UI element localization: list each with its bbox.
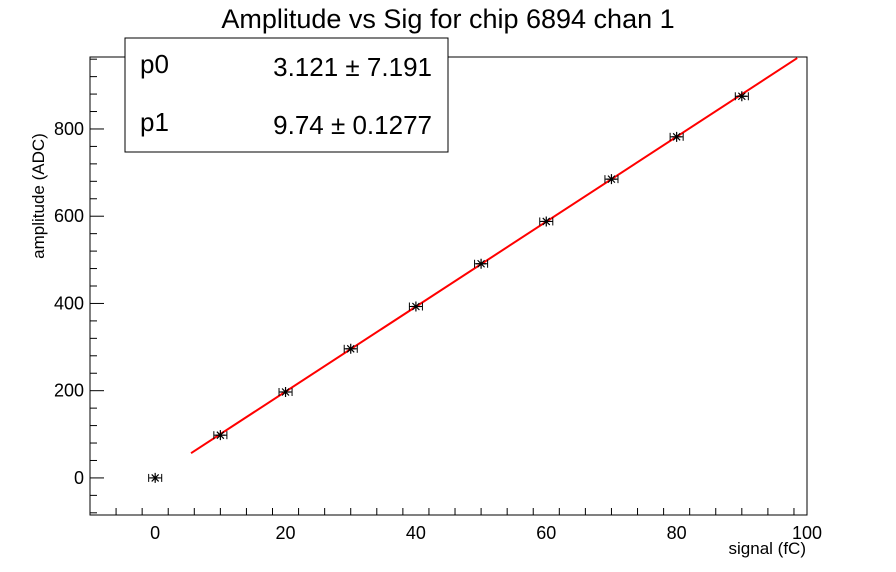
y-tick-label: 200: [54, 381, 84, 401]
axis-ticks: 0 20 40 60 80 100 0 200 400 600 800: [54, 58, 822, 543]
data-point: [343, 343, 358, 354]
data-point: [148, 472, 163, 483]
data-points: [148, 91, 749, 483]
x-tick-label: 80: [667, 523, 687, 543]
star-marker: [410, 301, 421, 312]
star-marker: [215, 430, 226, 441]
star-marker: [280, 386, 291, 397]
stat-p1-err: 0.1277: [352, 110, 432, 140]
star-marker: [476, 258, 487, 269]
stat-p1-value: 9.74 ± 0.1277: [273, 110, 432, 140]
x-tick-label: 100: [792, 523, 822, 543]
data-point: [213, 430, 228, 441]
data-point: [669, 131, 684, 142]
star-marker: [606, 174, 617, 185]
stat-p0-val: 3.121: [273, 52, 338, 82]
data-point: [604, 174, 619, 185]
data-point: [408, 301, 423, 312]
stat-p0-value: 3.121 ± 7.191: [273, 52, 432, 82]
data-point: [734, 91, 749, 102]
stats-box-frame: [124, 37, 449, 153]
y-tick-label: 800: [54, 119, 84, 139]
data-point: [539, 216, 554, 227]
stat-p1-val: 9.74: [273, 110, 324, 140]
star-marker: [345, 343, 356, 354]
y-tick-label: 0: [74, 468, 84, 488]
y-tick-label: 400: [54, 293, 84, 313]
star-marker: [736, 91, 747, 102]
x-axis-label: signal (fC): [729, 539, 806, 558]
fit-line: [190, 57, 798, 455]
star-marker: [671, 131, 682, 142]
stat-p1-name: p1: [140, 107, 169, 137]
data-point: [278, 386, 293, 397]
x-tick-label: 20: [276, 523, 296, 543]
x-tick-label: 0: [150, 523, 160, 543]
fit-line-group: [190, 57, 798, 455]
stat-p0-name: p0: [140, 49, 169, 79]
chart-title: Amplitude vs Sig for chip 6894 chan 1: [221, 4, 674, 34]
data-point: [474, 258, 489, 269]
star-marker: [150, 472, 161, 483]
fit-stats-box: p0 3.121 ± 7.191 p1 9.74 ± 0.1277: [124, 37, 449, 153]
y-axis-label: amplitude (ADC): [29, 133, 48, 259]
stat-p0-err: 7.191: [367, 52, 432, 82]
x-tick-label: 40: [406, 523, 426, 543]
star-marker: [541, 216, 552, 227]
y-tick-label: 600: [54, 206, 84, 226]
x-tick-label: 60: [536, 523, 556, 543]
